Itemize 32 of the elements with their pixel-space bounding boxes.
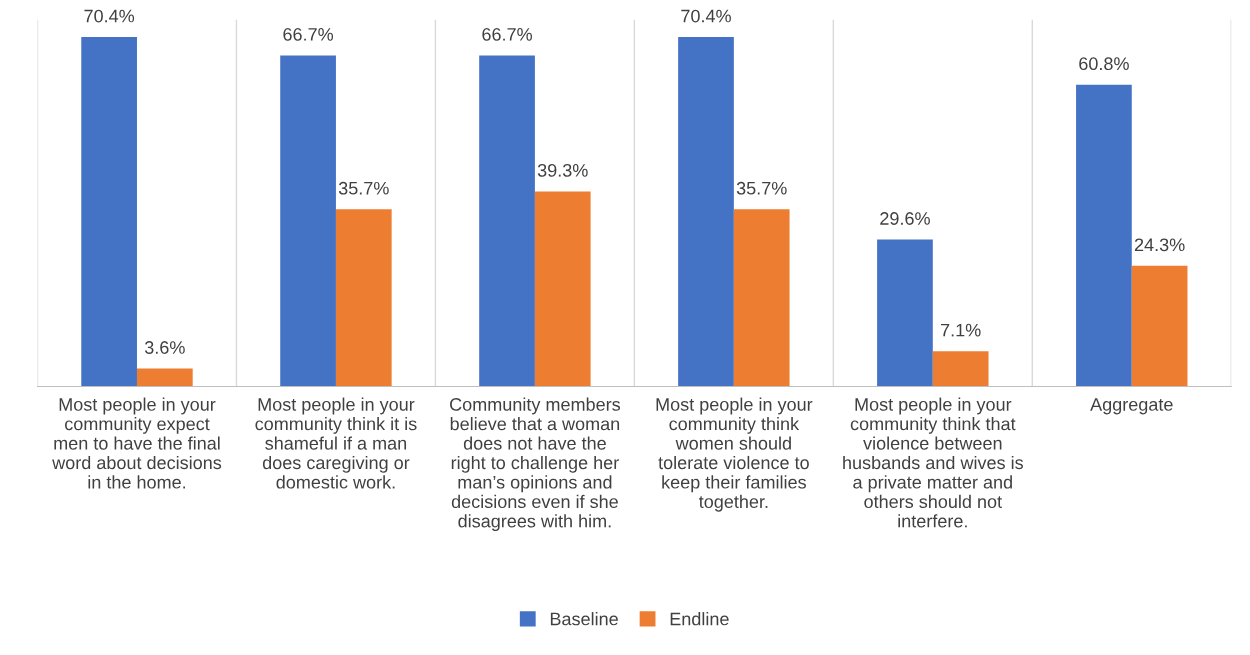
data-label: 7.1% (941, 323, 981, 337)
data-label: 39.3% (537, 163, 588, 177)
x-tick-label: Aggregate (1090, 398, 1173, 415)
bar (678, 37, 734, 387)
data-label: 66.7% (482, 28, 532, 41)
x-tick-label: Community members believe that a woman does not have the right to challenge her man’s opinions and decisions even if she disagrees with him. (450, 397, 621, 532)
bar (479, 55, 535, 387)
data-label: 3.6% (144, 341, 185, 354)
data-label: 35.7% (736, 181, 787, 195)
bar (733, 209, 790, 387)
bar (932, 351, 989, 387)
bar (534, 191, 591, 387)
x-tick-label: Most people in your community expect men to have the final word about decisions in the home. (52, 397, 222, 489)
legend-label: Baseline (550, 612, 618, 626)
x-tick-label: Most people in your community think it is shameful if a man does caregiving or domestic work. (255, 397, 417, 489)
bar (877, 239, 933, 387)
bar (81, 37, 137, 387)
bar (136, 368, 193, 387)
x-tick-label: Most people in your community think that violence between husbands and wives is a private matter and others should not interfere. (843, 397, 1023, 528)
bar (1076, 84, 1132, 387)
bar (1131, 265, 1188, 387)
data-label: 24.3% (1134, 238, 1185, 252)
data-label: 60.8% (1079, 57, 1129, 71)
legend-label: Endline (670, 612, 729, 626)
bar (335, 209, 392, 387)
data-label: 70.4% (681, 9, 731, 23)
data-label: 35.7% (338, 181, 389, 195)
data-label: 29.6% (880, 212, 930, 225)
data-label: 66.7% (283, 28, 334, 41)
bar (280, 55, 336, 387)
x-tick-label: Most people in your community think women should tolerate violence to keep their families together. (656, 397, 813, 512)
data-label: 70.4% (84, 9, 135, 23)
